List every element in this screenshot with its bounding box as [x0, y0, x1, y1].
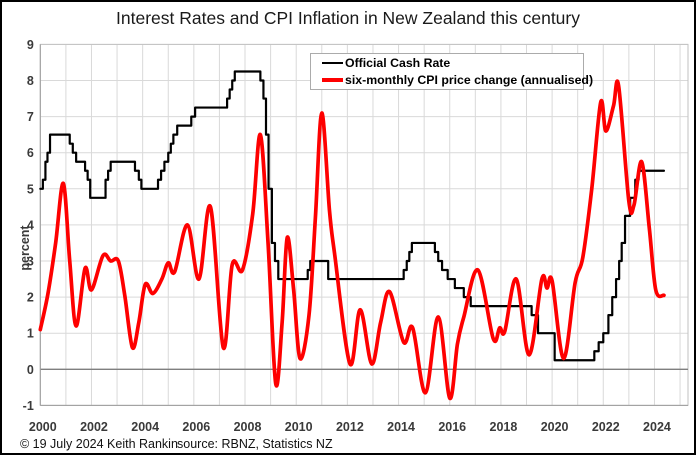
ocr-line [39, 70, 666, 362]
y-axis-title: percent [18, 225, 32, 271]
footer-copyright: © 19 July 2024 Keith Rankin [20, 437, 178, 451]
cpi-line-swatch [322, 78, 343, 82]
legend-item-official-cash-rate: Official Cash Rate [322, 56, 583, 70]
x-tick-label-2018: 2018 [490, 420, 518, 434]
x-tick-label-2012: 2012 [336, 420, 364, 434]
y-tick-label--1: -1 [23, 399, 34, 413]
x-tick-label-2010: 2010 [285, 420, 313, 434]
x-tick-label-2006: 2006 [182, 420, 210, 434]
x-tick-label-2022: 2022 [592, 420, 620, 434]
y-tick-label-7: 7 [27, 110, 34, 124]
y-tick-label-8: 8 [27, 74, 34, 88]
y-tick-label-4: 4 [27, 218, 34, 232]
x-tick-label-2024: 2024 [643, 420, 671, 434]
x-tick-label-2004: 2004 [131, 420, 159, 434]
x-tick-label-2000: 2000 [29, 420, 57, 434]
x-tick-label-2016: 2016 [438, 420, 466, 434]
x-tick-label-2020: 2020 [541, 420, 569, 434]
x-tick-label-2002: 2002 [80, 420, 108, 434]
x-tick-label-2014: 2014 [387, 420, 415, 434]
legend: Official Cash Rate six-monthly CPI price… [310, 53, 593, 90]
footer-source: source: RBNZ, Statistics NZ [177, 437, 333, 451]
y-tick-label-3: 3 [27, 255, 34, 269]
y-tick-label-6: 6 [27, 146, 34, 160]
ocr-line-swatch [322, 61, 343, 65]
y-tick-label-9: 9 [27, 38, 34, 52]
chart-title: Interest Rates and CPI Inflation in New … [116, 8, 580, 28]
x-tick-label-2008: 2008 [234, 420, 262, 434]
legend-label-official-cash-rate: Official Cash Rate [345, 56, 451, 70]
cpi-line [38, 79, 666, 401]
y-tick-label-0: 0 [27, 363, 34, 377]
y-tick-label-1: 1 [27, 327, 34, 341]
y-tick-label-5: 5 [27, 182, 34, 196]
legend-item-cpi: six-monthly CPI price change (annualised… [322, 73, 593, 87]
y-tick-label-2: 2 [27, 291, 34, 305]
legend-label-cpi: six-monthly CPI price change (annualised… [345, 73, 594, 87]
